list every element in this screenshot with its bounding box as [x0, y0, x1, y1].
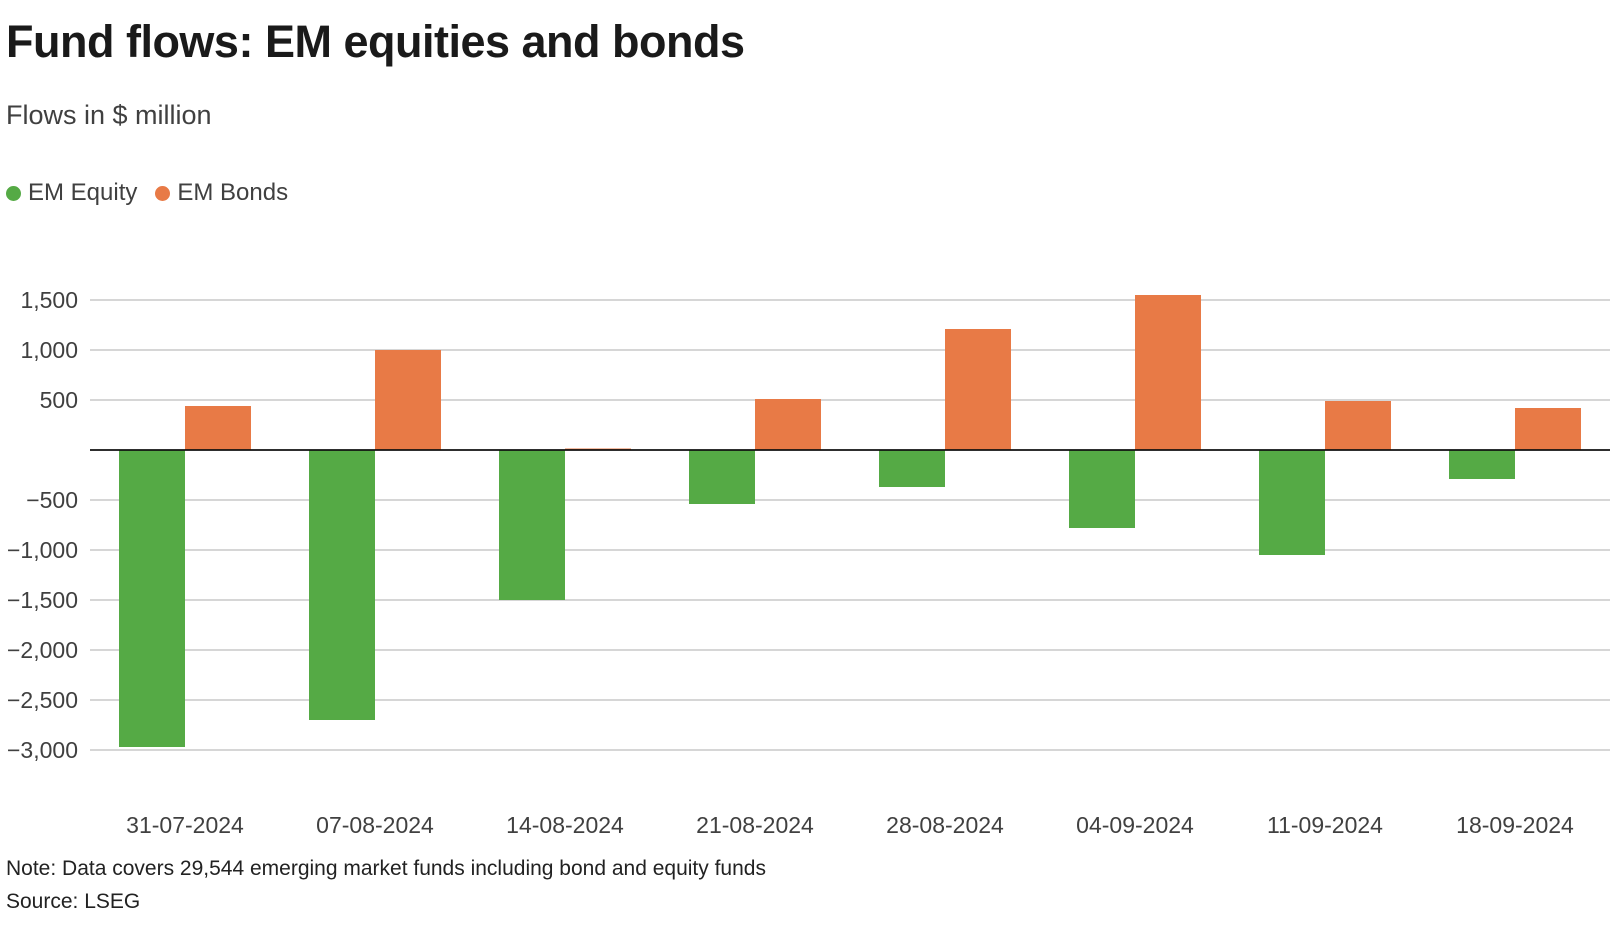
y-tick-label: −3,000: [7, 737, 78, 763]
legend: EM Equity EM Bonds: [6, 179, 306, 207]
bar-em-bonds: [185, 406, 251, 450]
bar-em-bonds: [1325, 401, 1391, 450]
y-tick-label: −2,000: [7, 637, 78, 663]
bar-em-equity: [689, 450, 755, 504]
bar-em-bonds: [755, 399, 821, 450]
bar-em-bonds: [375, 350, 441, 450]
x-tick-label: 14-08-2024: [506, 812, 624, 838]
x-tick-label: 21-08-2024: [696, 812, 814, 838]
chart-subtitle: Flows in $ million: [6, 100, 212, 130]
y-tick-label: −2,500: [7, 687, 78, 713]
legend-label-equity: EM Equity: [28, 179, 138, 206]
chart-note: Note: Data covers 29,544 emerging market…: [6, 857, 766, 880]
legend-item-equity: EM Equity: [6, 179, 137, 207]
y-tick-label: 1,500: [20, 287, 78, 313]
chart-title: Fund flows: EM equities and bonds: [6, 16, 745, 67]
legend-item-bonds: EM Bonds: [155, 179, 288, 207]
bar-em-equity: [499, 450, 565, 600]
legend-swatch-equity: [6, 185, 21, 201]
legend-label-bonds: EM Bonds: [177, 179, 289, 206]
bars: [119, 295, 1581, 747]
bar-em-bonds: [945, 329, 1011, 450]
y-tick-label: −1,000: [7, 537, 78, 563]
bar-em-bonds: [1135, 295, 1201, 450]
y-axis-ticks: 1,500 1,000 500 −500 −1,000 −1,500 −2,000 −2,50…: [7, 287, 78, 763]
y-tick-label: −500: [26, 487, 78, 513]
bar-em-equity: [1449, 450, 1515, 479]
x-tick-label: 18-09-2024: [1456, 812, 1574, 838]
x-tick-label: 04-09-2024: [1076, 812, 1194, 838]
bar-em-bonds: [1515, 408, 1581, 450]
x-axis-ticks: 31-07-2024 07-08-2024 14-08-2024 21-08-2024…: [126, 812, 1574, 838]
chart-source: Source: LSEG: [6, 890, 141, 913]
bar-em-equity: [1259, 450, 1325, 555]
x-tick-label: 28-08-2024: [886, 812, 1004, 838]
bar-em-equity: [309, 450, 375, 720]
x-tick-label: 31-07-2024: [126, 812, 244, 838]
y-tick-label: 500: [40, 387, 78, 413]
y-tick-label: −1,500: [7, 587, 78, 613]
y-tick-label: 1,000: [20, 337, 78, 363]
legend-swatch-bonds: [155, 185, 171, 201]
bar-em-equity: [1069, 450, 1135, 528]
x-tick-label: 11-09-2024: [1267, 812, 1383, 838]
bar-em-equity: [879, 450, 945, 487]
bar-em-equity: [119, 450, 185, 747]
x-tick-label: 07-08-2024: [316, 812, 434, 838]
